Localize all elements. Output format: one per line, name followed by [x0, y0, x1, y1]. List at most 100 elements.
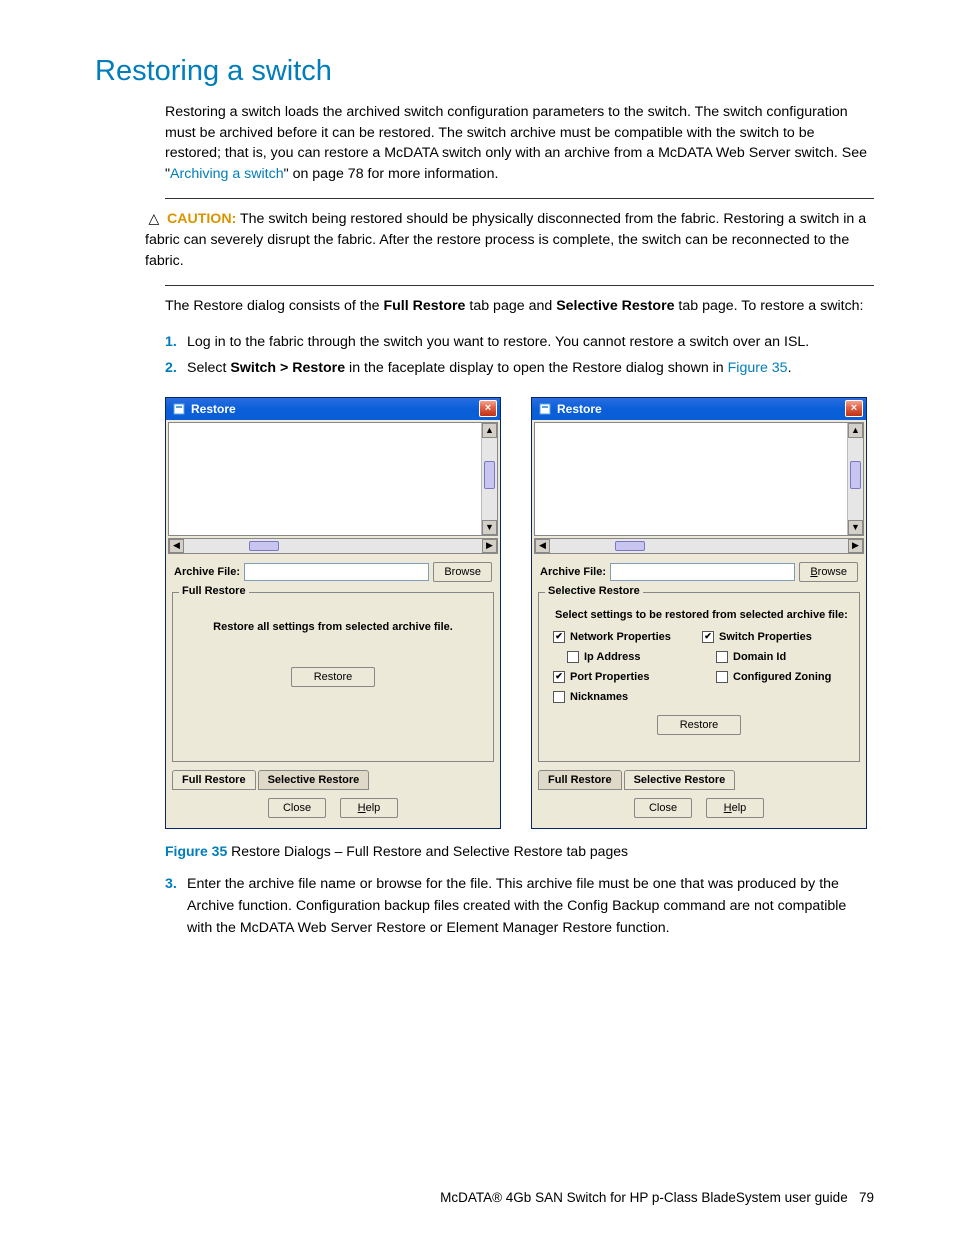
- restore-button[interactable]: Restore: [291, 667, 375, 687]
- caution-label: CAUTION:: [167, 211, 236, 227]
- check-network[interactable]: Network Properties: [553, 631, 696, 643]
- checkbox-icon[interactable]: [553, 671, 565, 683]
- titlebar-2[interactable]: Restore ×: [532, 398, 866, 420]
- titlebar-1[interactable]: Restore ×: [166, 398, 500, 420]
- group-selective-restore: Selective Restore Select settings to be …: [538, 592, 860, 762]
- dialog-selective-restore: Restore × ▲ ▼ ◀ ▶ Archive File:: [531, 397, 867, 829]
- scroll-right-icon[interactable]: ▶: [848, 539, 863, 553]
- figure-number: Figure 35: [165, 843, 227, 859]
- browse-mn: B: [810, 566, 817, 578]
- group-full-restore: Full Restore Restore all settings from s…: [172, 592, 494, 762]
- browse-button[interactable]: Browse: [433, 562, 492, 582]
- close-icon[interactable]: ×: [479, 400, 497, 417]
- close-button[interactable]: Close: [268, 798, 326, 818]
- steps-list-cont: 3.Enter the archive file name or browse …: [165, 873, 874, 939]
- figure-caption-text: Restore Dialogs – Full Restore and Selec…: [227, 843, 628, 859]
- check-label: Configured Zoning: [733, 671, 831, 683]
- group-legend-2: Selective Restore: [545, 585, 643, 597]
- checkbox-icon[interactable]: [567, 651, 579, 663]
- selective-msg: Select settings to be restored from sele…: [555, 609, 851, 621]
- hscroll-2[interactable]: ◀ ▶: [534, 538, 864, 554]
- viewport-2: ▲ ▼: [534, 422, 864, 536]
- check-nicknames[interactable]: Nicknames: [553, 691, 696, 703]
- ri-2: tab page and: [465, 298, 556, 314]
- app-icon: [538, 402, 552, 416]
- step-3: 3.Enter the archive file name or browse …: [165, 873, 874, 939]
- browse-button[interactable]: Browse: [799, 562, 858, 582]
- checkbox-icon[interactable]: [553, 691, 565, 703]
- archive-label-1: Archive File:: [174, 566, 240, 578]
- vscroll-1[interactable]: ▲ ▼: [481, 423, 497, 535]
- s2a: Select: [187, 360, 230, 376]
- page-number: 79: [859, 1190, 874, 1205]
- check-label: Network Properties: [570, 631, 671, 643]
- s2b: Switch > Restore: [230, 360, 345, 376]
- ri-b1: Full Restore: [383, 298, 465, 314]
- check-ip-address[interactable]: Ip Address: [567, 651, 696, 663]
- help-button[interactable]: Help: [340, 798, 398, 818]
- tab-full-restore[interactable]: Full Restore: [172, 770, 256, 790]
- close-button[interactable]: Close: [634, 798, 692, 818]
- hscroll-1[interactable]: ◀ ▶: [168, 538, 498, 554]
- restore-intro: The Restore dialog consists of the Full …: [165, 296, 874, 317]
- scroll-left-icon[interactable]: ◀: [169, 539, 184, 553]
- check-label: Port Properties: [570, 671, 649, 683]
- step-1: 1.Log in to the fabric through the switc…: [165, 331, 874, 353]
- check-label: Nicknames: [570, 691, 628, 703]
- footer-text: McDATA® 4Gb SAN Switch for HP p-Class Bl…: [440, 1190, 848, 1205]
- scroll-right-icon[interactable]: ▶: [482, 539, 497, 553]
- checks-grid: Network Properties Switch Properties Ip …: [547, 631, 851, 703]
- help-button[interactable]: Help: [706, 798, 764, 818]
- check-configured-zoning[interactable]: Configured Zoning: [716, 671, 845, 683]
- scroll-thumb-h[interactable]: [615, 541, 645, 551]
- divider-bottom: [165, 285, 874, 286]
- steps-list: 1.Log in to the fabric through the switc…: [165, 331, 874, 379]
- group-legend-1: Full Restore: [179, 585, 249, 597]
- title-text-1: Restore: [191, 402, 479, 416]
- checkbox-icon[interactable]: [716, 671, 728, 683]
- checkbox-icon[interactable]: [716, 651, 728, 663]
- restore-button[interactable]: Restore: [657, 715, 741, 735]
- page-footer: McDATA® 4Gb SAN Switch for HP p-Class Bl…: [440, 1190, 874, 1205]
- caution-block: △ CAUTION: The switch being restored sho…: [145, 209, 874, 271]
- check-domain-id[interactable]: Domain Id: [716, 651, 845, 663]
- archive-file-input[interactable]: [244, 563, 429, 581]
- intro-paragraph: Restoring a switch loads the archived sw…: [165, 102, 874, 184]
- scroll-down-icon[interactable]: ▼: [848, 520, 863, 535]
- figure-caption: Figure 35 Restore Dialogs – Full Restore…: [165, 843, 874, 859]
- scroll-thumb-h[interactable]: [249, 541, 279, 551]
- check-switch-properties[interactable]: Switch Properties: [702, 631, 845, 643]
- checkbox-icon[interactable]: [702, 631, 714, 643]
- bottom-buttons-2: Close Help: [532, 790, 866, 828]
- scroll-thumb-v[interactable]: [484, 461, 495, 489]
- page-title: Restoring a switch: [95, 55, 874, 88]
- scroll-thumb-v[interactable]: [850, 461, 861, 489]
- s2c: in the faceplate display to open the Res…: [345, 360, 728, 376]
- tab-full-restore[interactable]: Full Restore: [538, 770, 622, 790]
- archive-row-2: Archive File: Browse: [532, 556, 866, 588]
- scroll-left-icon[interactable]: ◀: [535, 539, 550, 553]
- scroll-up-icon[interactable]: ▲: [482, 423, 497, 438]
- step-1-text: Log in to the fabric through the switch …: [187, 334, 809, 350]
- s2d: .: [788, 360, 792, 376]
- app-icon: [172, 402, 186, 416]
- archive-file-input[interactable]: [610, 563, 795, 581]
- title-text-2: Restore: [557, 402, 845, 416]
- vscroll-2[interactable]: ▲ ▼: [847, 423, 863, 535]
- figure-link[interactable]: Figure 35: [728, 360, 788, 376]
- tab-row-1: Full Restore Selective Restore: [166, 770, 500, 790]
- scroll-up-icon[interactable]: ▲: [848, 423, 863, 438]
- check-port-properties[interactable]: Port Properties: [553, 671, 696, 683]
- checkbox-icon[interactable]: [553, 631, 565, 643]
- intro-text-2: " on page 78 for more information.: [284, 166, 499, 182]
- viewport-1: ▲ ▼: [168, 422, 498, 536]
- step-3-text: Enter the archive file name or browse fo…: [187, 876, 846, 936]
- step-2: 2. Select Switch > Restore in the facepl…: [165, 357, 874, 379]
- scroll-down-icon[interactable]: ▼: [482, 520, 497, 535]
- close-icon[interactable]: ×: [845, 400, 863, 417]
- archiving-link[interactable]: Archiving a switch: [170, 166, 284, 182]
- tab-selective-restore[interactable]: Selective Restore: [624, 770, 736, 790]
- check-label: Switch Properties: [719, 631, 812, 643]
- ri-1: The Restore dialog consists of the: [165, 298, 383, 314]
- tab-selective-restore[interactable]: Selective Restore: [258, 770, 370, 790]
